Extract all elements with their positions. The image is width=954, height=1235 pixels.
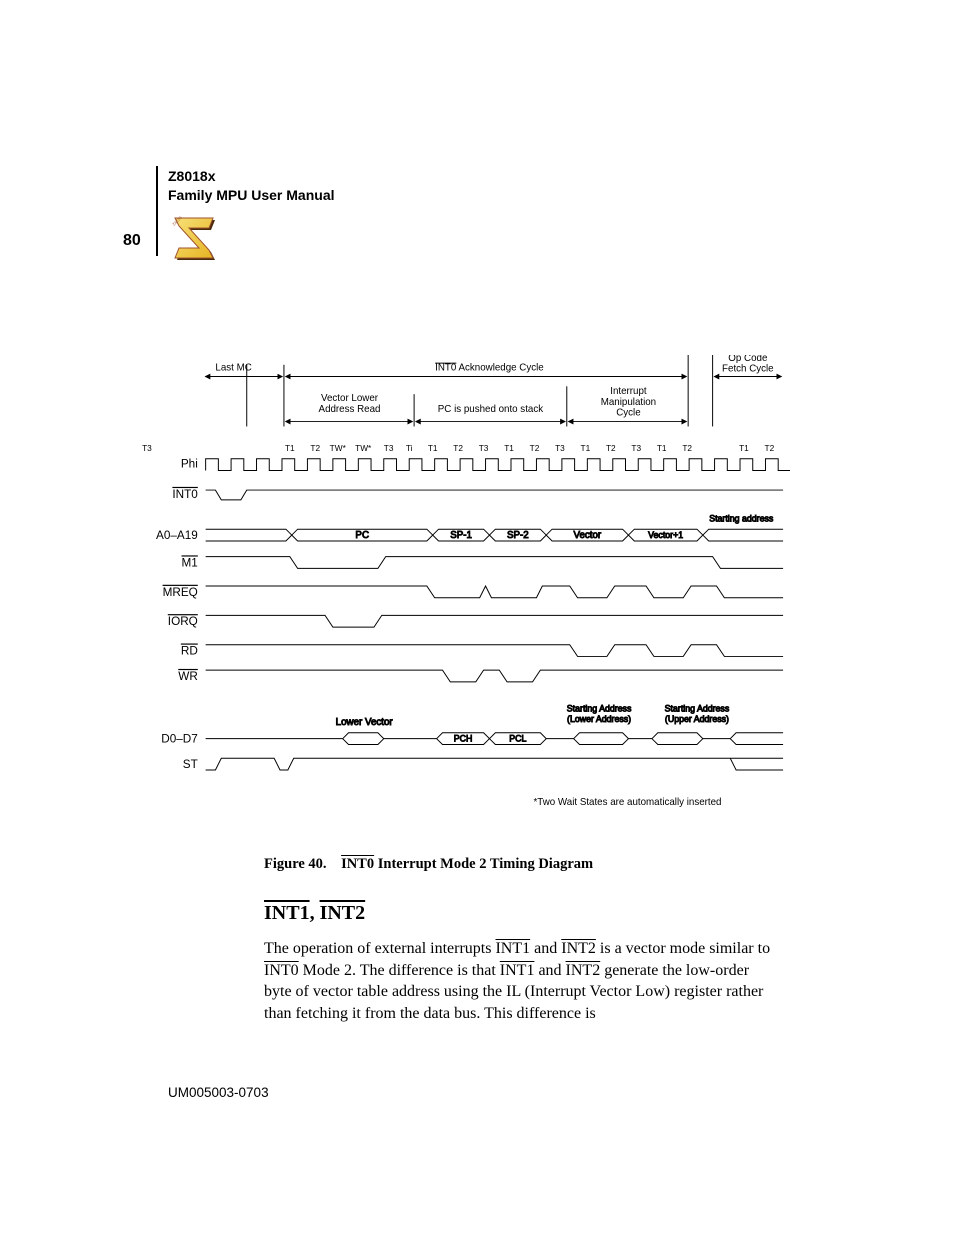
svg-text:IORQ: IORQ <box>168 615 198 628</box>
svg-text:A0–A19: A0–A19 <box>156 529 198 542</box>
label-int0-ack: INT0 Acknowledge Cycle <box>435 363 544 374</box>
svg-text:T3: T3 <box>142 443 152 453</box>
figure-title-ov: INT0 <box>341 856 374 872</box>
svg-text:T1: T1 <box>581 443 591 453</box>
svg-text:D0–D7: D0–D7 <box>161 733 198 746</box>
label-int-manip2: Manipulation <box>601 397 656 408</box>
svg-text:T2: T2 <box>530 443 540 453</box>
wave-d0d7 <box>206 733 783 745</box>
svg-text:M1: M1 <box>181 556 197 569</box>
wave-rd <box>206 645 783 657</box>
svg-text:T3: T3 <box>631 443 641 453</box>
svg-text:T3: T3 <box>555 443 565 453</box>
label-starting-addr: Starting address <box>709 513 774 523</box>
svg-text:INT0: INT0 <box>172 488 198 501</box>
label-last-mc: Last MC <box>215 363 251 374</box>
label-vec-lower2: Address Read <box>319 404 381 415</box>
svg-text:T1: T1 <box>657 443 667 453</box>
svg-text:T1: T1 <box>504 443 514 453</box>
svg-text:INT0 Acknowledge Cycle: INT0 Acknowledge Cycle <box>435 363 544 374</box>
header-divider <box>156 166 158 256</box>
heading-int1: INT1 <box>264 902 310 924</box>
timing-diagram: Last MC INT0 Acknowledge Cycle Op Code F… <box>140 355 790 815</box>
label-sa-lower2: (Lower Address) <box>567 714 631 724</box>
heading-int2: INT2 <box>320 902 366 924</box>
section-heading: INT1, INT2 <box>264 902 365 925</box>
label-pc-pushed: PC is pushed onto stack <box>438 404 543 415</box>
zilog-logo: ZiLOG <box>165 210 225 260</box>
svg-text:WR: WR <box>178 670 198 683</box>
figure-caption: Figure 40. INT0 Interrupt Mode 2 Timing … <box>264 856 593 873</box>
svg-text:T2: T2 <box>310 443 320 453</box>
bus-pc: PC <box>355 530 369 541</box>
wave-mreq <box>206 586 783 598</box>
label-int-manip3: Cycle <box>616 408 640 419</box>
svg-text:T3: T3 <box>384 443 394 453</box>
svg-text:T2: T2 <box>765 443 775 453</box>
doc-header: Z8018x Family MPU User Manual <box>168 167 335 205</box>
svg-text:T2: T2 <box>682 443 692 453</box>
wave-phi <box>206 459 790 471</box>
wave-m1 <box>206 557 783 569</box>
svg-text:T1: T1 <box>428 443 438 453</box>
bus-vector: Vector <box>573 530 601 541</box>
signal-names: Phi INT0 A0–A19 M1 MREQ IORQ RD WR D0–D7 ST <box>156 458 198 771</box>
label-sa-upper2: (Upper Address) <box>665 714 729 724</box>
svg-text:TW*: TW* <box>355 443 372 453</box>
label-sa-upper1: Starting Address <box>665 703 730 713</box>
label-lower-vector: Lower Vector <box>336 717 394 728</box>
wave-a0a19 <box>206 529 783 541</box>
svg-text:RD: RD <box>181 644 198 657</box>
bus-pcl: PCL <box>509 734 526 744</box>
heading-sep: , <box>310 902 320 924</box>
label-opcode2: Fetch Cycle <box>722 364 774 375</box>
label-int-manip1: Interrupt <box>610 386 647 397</box>
header-line1: Z8018x <box>168 167 335 186</box>
figure-number: Figure 40. <box>264 856 327 872</box>
wave-int0 <box>206 490 783 500</box>
svg-text:Ti: Ti <box>406 443 413 453</box>
tstate-labels: T1 T2 TW* TW* T3 Ti T1 T2 T3 T1 T2 T3 T1 T2 T3 T1 T2 T1 T2… <box>142 443 775 453</box>
svg-text:TW*: TW* <box>330 443 347 453</box>
bus-sp2: SP-2 <box>507 530 529 541</box>
svg-text:T3: T3 <box>479 443 489 453</box>
body-paragraph: The operation of external interrupts INT… <box>264 938 779 1024</box>
diagram-footnote: *Two Wait States are automatically inser… <box>534 797 722 808</box>
svg-text:MREQ: MREQ <box>163 586 198 599</box>
svg-text:T2: T2 <box>606 443 616 453</box>
label-vec-lower1: Vector Lower <box>321 393 379 404</box>
svg-text:T2: T2 <box>453 443 463 453</box>
wave-iorq <box>206 615 783 627</box>
svg-text:Phi: Phi <box>181 458 198 471</box>
bus-sp1: SP-1 <box>450 530 472 541</box>
wave-wr <box>206 670 783 682</box>
page: Z8018x Family MPU User Manual 80 ZiLOG <box>0 0 954 1235</box>
header-line2: Family MPU User Manual <box>168 186 335 205</box>
label-sa-lower1: Starting Address <box>567 703 632 713</box>
svg-text:T1: T1 <box>739 443 749 453</box>
wave-st <box>206 758 783 770</box>
svg-text:ST: ST <box>183 758 198 771</box>
bus-pch: PCH <box>454 734 473 744</box>
bus-vector1: Vector+1 <box>648 530 683 540</box>
doc-id: UM005003-0703 <box>168 1085 269 1100</box>
svg-text:T1: T1 <box>285 443 295 453</box>
page-number: 80 <box>123 232 141 250</box>
label-opcode1: Op Code <box>728 355 767 364</box>
